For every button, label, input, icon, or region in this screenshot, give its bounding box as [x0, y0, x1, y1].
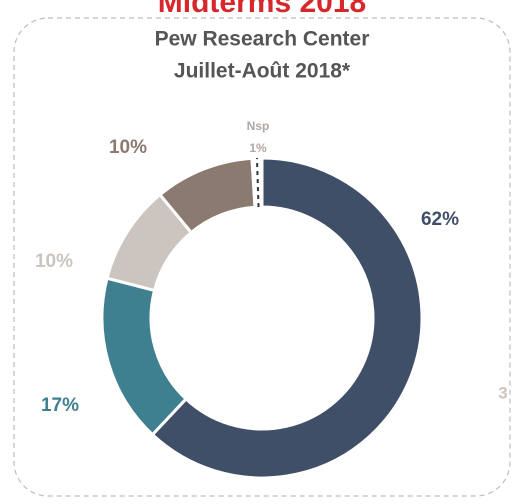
- category-label: Nsp: [247, 119, 270, 133]
- slice-divider: [255, 158, 260, 208]
- value-label: 10%: [35, 251, 73, 272]
- annotation: 3: [498, 383, 507, 402]
- value-label: 1%: [249, 141, 267, 155]
- value-label: 17%: [41, 395, 79, 416]
- slice: [100, 276, 189, 437]
- chart-title: Midterms 2018: [158, 0, 366, 19]
- slice: [150, 156, 424, 480]
- value-label: 62%: [421, 209, 459, 230]
- value-label: 10%: [109, 137, 147, 158]
- chart-subtitle: Juillet-Août 2018*: [174, 60, 351, 83]
- chart-subtitle: Pew Research Center: [155, 28, 370, 51]
- frame: [13, 17, 511, 497]
